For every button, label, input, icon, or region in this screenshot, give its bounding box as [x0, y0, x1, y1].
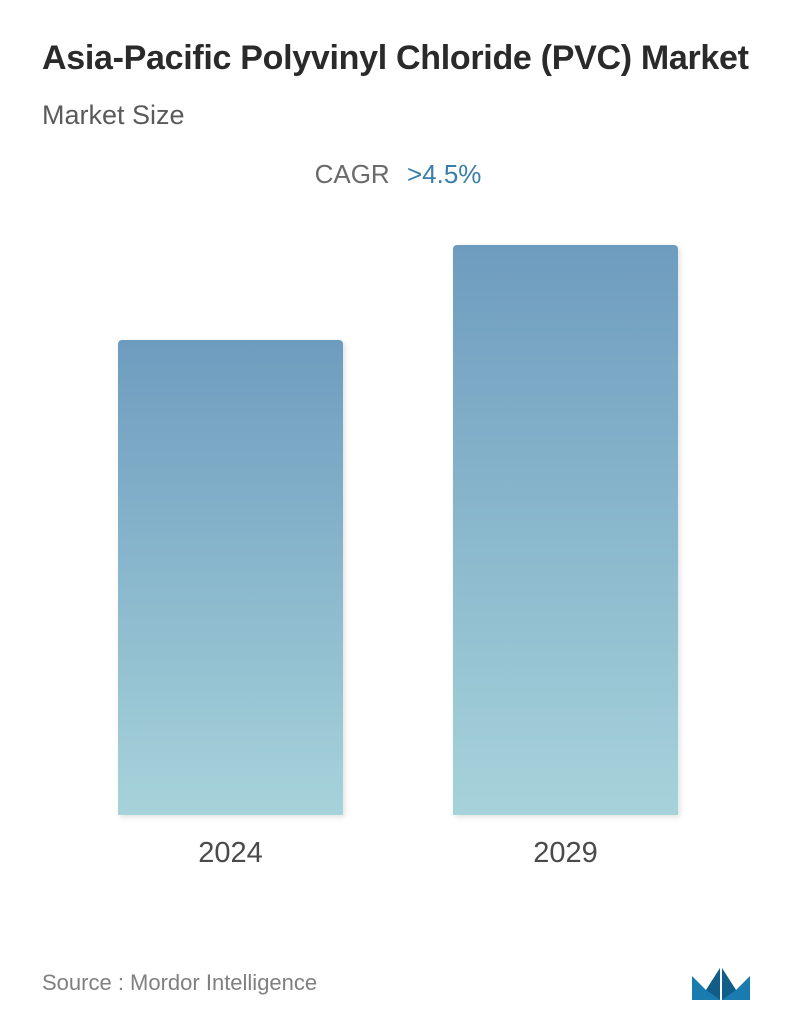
mordor-logo-icon: [690, 964, 754, 1002]
cagr-label: CAGR: [315, 159, 390, 189]
bar-chart: 2024 2029: [42, 280, 754, 870]
bar-2024: [118, 340, 343, 815]
bar-group: 2029: [453, 245, 678, 870]
cagr-line: CAGR >4.5%: [42, 159, 754, 190]
chart-title: Asia-Pacific Polyvinyl Chloride (PVC) Ma…: [42, 36, 754, 82]
chart-footer: Source : Mordor Intelligence: [42, 964, 754, 1002]
bar-2029: [453, 245, 678, 815]
source-attribution: Source : Mordor Intelligence: [42, 970, 317, 996]
x-axis-label: 2029: [533, 837, 598, 870]
x-axis-label: 2024: [198, 837, 263, 870]
bar-group: 2024: [118, 340, 343, 870]
cagr-value: >4.5%: [407, 159, 481, 189]
chart-subtitle: Market Size: [42, 100, 754, 131]
